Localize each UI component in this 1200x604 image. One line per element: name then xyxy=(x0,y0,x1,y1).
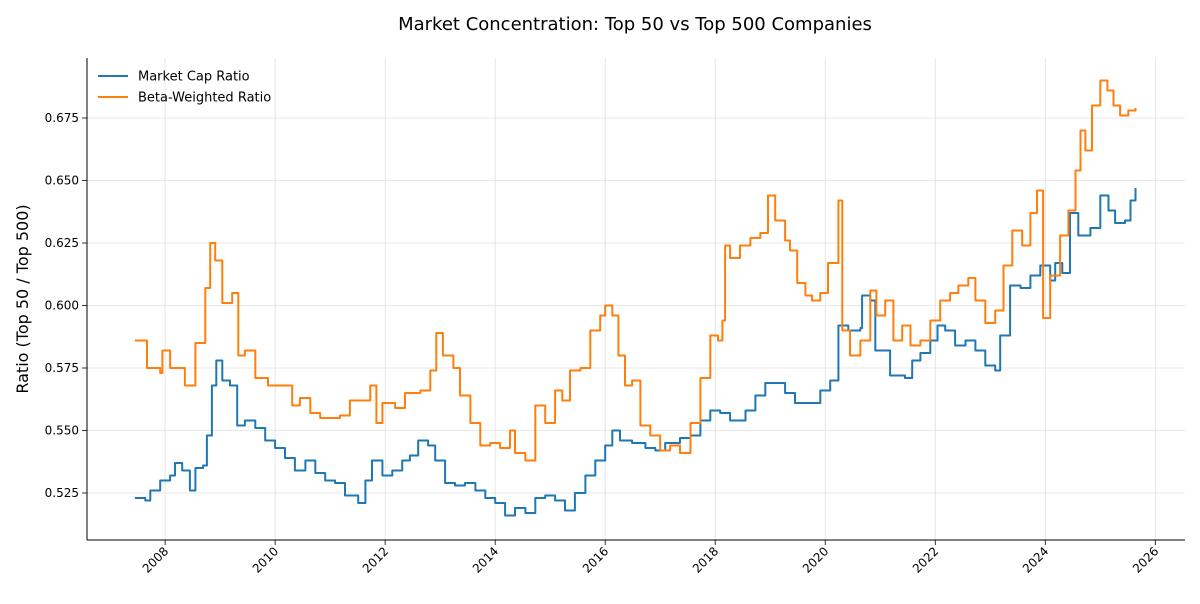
x-tick-label: 2012 xyxy=(360,544,391,575)
x-tick-label: 2010 xyxy=(250,544,281,575)
x-tick-label: 2022 xyxy=(910,544,941,575)
y-tick-label: 0.675 xyxy=(45,111,79,125)
grid-lines xyxy=(87,58,1185,540)
legend-label: Market Cap Ratio xyxy=(138,70,250,85)
series-lines xyxy=(134,79,1137,517)
y-tick-label: 0.550 xyxy=(45,424,79,438)
y-tick-label: 0.650 xyxy=(45,174,79,188)
y-tick-label: 0.575 xyxy=(45,361,79,375)
x-tick-label: 2024 xyxy=(1020,544,1051,575)
y-tick-label: 0.600 xyxy=(45,299,79,313)
series-line-market-cap-ratio xyxy=(134,188,1137,517)
series-line-beta-weighted-ratio xyxy=(134,79,1137,462)
x-tick-label: 2026 xyxy=(1130,544,1161,575)
chart-title: Market Concentration: Top 50 vs Top 500 … xyxy=(398,14,872,35)
x-tick-label: 2016 xyxy=(580,544,611,575)
x-tick-label: 2014 xyxy=(470,544,501,575)
x-tick-label: 2008 xyxy=(140,544,171,575)
y-tick-label: 0.625 xyxy=(45,236,79,250)
legend: Market Cap Ratio Beta-Weighted Ratio xyxy=(98,70,271,106)
y-axis-label: Ratio (Top 50 / Top 500) xyxy=(13,204,32,393)
x-tick-label: 2020 xyxy=(800,544,831,575)
legend-label: Beta-Weighted Ratio xyxy=(138,91,271,106)
axes: 2008 2010 2012 2014 2016 2018 2020 2022 2024 2026… xyxy=(45,58,1185,576)
x-tick-label: 2018 xyxy=(690,544,721,575)
y-tick-label: 0.525 xyxy=(45,486,79,500)
